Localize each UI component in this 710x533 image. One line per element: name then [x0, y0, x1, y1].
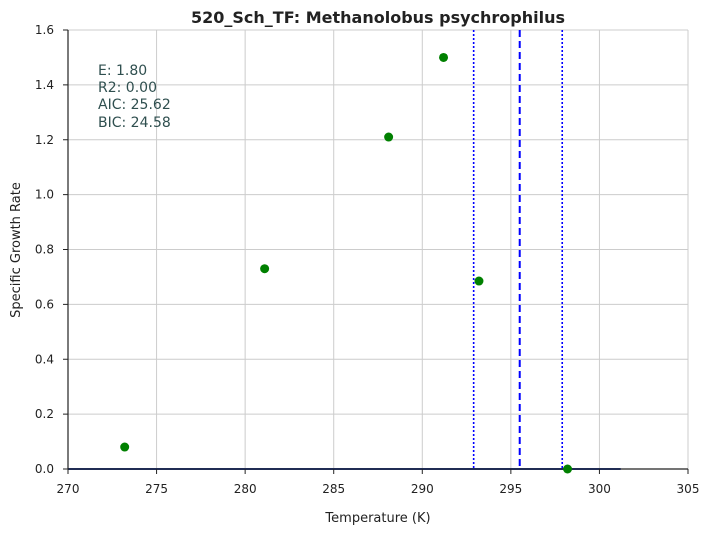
y-tick-label: 0.0: [35, 462, 54, 476]
stat-e: E: 1.80: [98, 63, 147, 79]
x-axis-label: Temperature (K): [324, 511, 430, 526]
data-point: [260, 264, 270, 274]
y-tick-label: 0.8: [35, 243, 54, 257]
vertical-reference-lines: [472, 30, 564, 469]
axes: [63, 29, 689, 474]
y-tick-label: 1.4: [35, 78, 54, 92]
x-tick-label: 290: [411, 482, 434, 496]
y-tick-label: 0.4: [35, 352, 54, 366]
y-tick-label: 1.6: [35, 23, 54, 37]
data-point: [439, 52, 449, 62]
data-point: [563, 464, 573, 474]
tick-labels: 270 275 280 285 290 295 300 305 0.0 0.2 0.4 0.6 0.8 1…: [35, 23, 700, 496]
x-tick-label: 285: [322, 482, 345, 496]
x-tick-label: 275: [145, 482, 168, 496]
y-tick-label: 0.6: [35, 297, 54, 311]
chart-title: 520_Sch_TF: Methanolobus psychrophilus: [191, 8, 565, 27]
x-tick-label: 295: [499, 482, 522, 496]
x-tick-label: 270: [57, 482, 80, 496]
x-tick-label: 280: [234, 482, 257, 496]
x-tick-label: 305: [677, 482, 700, 496]
data-point: [474, 276, 484, 286]
y-tick-label: 1.0: [35, 188, 54, 202]
data-point: [384, 132, 394, 142]
fit-statistics: E: 1.80 R2: 0.00 AIC: 25.62 BIC: 24.58: [98, 63, 171, 131]
stat-bic: BIC: 24.58: [98, 115, 171, 131]
x-tick-label: 300: [588, 482, 611, 496]
stat-r2: R2: 0.00: [98, 80, 157, 96]
data-point: [120, 442, 130, 452]
stat-aic: AIC: 25.62: [98, 97, 171, 113]
y-tick-label: 0.2: [35, 407, 54, 421]
data-points: [120, 52, 573, 474]
y-axis-label: Specific Growth Rate: [9, 182, 24, 318]
y-tick-label: 1.2: [35, 133, 54, 147]
grid-lines: [67, 29, 689, 470]
